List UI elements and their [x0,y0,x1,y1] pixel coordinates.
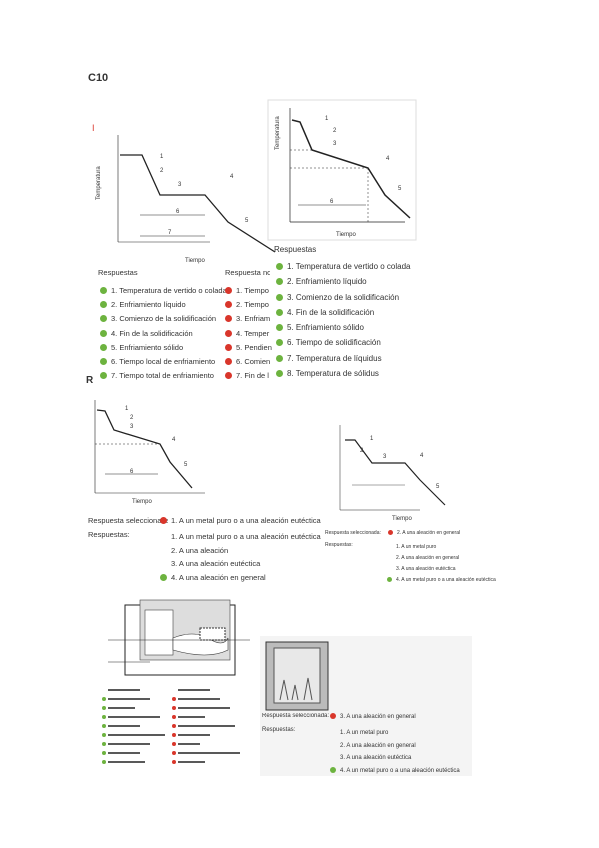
figure-4: Tiempo 1 2 3 4 5 [339,425,446,522]
label: 5 [184,462,188,468]
x-label: Tiempo [392,516,412,522]
answer: 5. Enfriamiento sólido [287,323,364,333]
answer: 3. A una aleación eutéctica [396,566,456,572]
answer: 3. A una aleación eutéctica [340,755,412,761]
label: 4 [230,174,234,180]
label: 2 [360,448,364,454]
answer: 3. A una aleación eutéctica [171,559,261,568]
figure-2: Temperatura Tiempo 1 2 3 4 5 6 [267,99,417,241]
label: 2 [130,415,134,421]
label: 4 [172,437,176,443]
label: 4 [420,453,424,459]
answers-title: Respuestas [98,268,138,277]
answer: 4. A una aleación en general [171,572,266,582]
answer: 2. Tiempo [236,300,269,310]
label: 3 [383,454,387,460]
answers-title: Respuesta no [225,268,270,277]
answers-title: Respuestas [274,245,317,254]
answer: 1. A un metal puro o a una aleación euté… [171,516,321,525]
label: 6 [176,209,180,215]
x-label: Tiempo [132,499,152,505]
selected: 1. A un metal puro o a una aleación euté… [160,516,321,525]
label: 2 [333,128,337,134]
answer: 7. Tiempo total de enfriamiento [111,371,214,381]
selected: 2. A una aleación en general [388,530,460,536]
selected-title: Respuesta seleccionada: [325,530,381,536]
answer: 1. A un metal puro [396,544,437,550]
answer: 7. Fin de l [236,371,269,381]
wrong-list: 1. Tiempo 2. Tiempo 3. Enfriam 4. Temper… [225,284,272,383]
x-label: Tiempo [336,232,356,238]
label: 2 [160,168,164,174]
answer: 1. Tiempo [236,286,269,295]
answer: 5. Enfriamiento sólido [111,342,184,352]
answer: 2. Enfriamiento líquido [287,277,367,287]
answer: 3. Comienzo de la solidificación [287,292,400,302]
answer: 1. A un metal puro o a una aleación euté… [171,532,321,541]
answer: 2. A una aleación en general [397,530,461,536]
label: 6 [330,199,334,205]
answer-list: 1. A un metal puro 2. A una aleación en … [387,542,496,586]
marker: R [86,375,94,386]
label: 4 [386,156,390,162]
answers-title: Respuestas: [88,530,130,539]
figure-6 [260,636,472,776]
answer: 7. Temperatura de líquidus [287,353,382,363]
answer: 4. Temper [236,328,270,338]
label: 1 [160,154,164,160]
selected-title: Respuesta seleccionada: [88,516,168,525]
answer: 3. Enfriam [236,314,271,324]
answer: 2. A una aleación en general [340,742,416,749]
answer-list: 1. A un metal puro 2. A una aleación en … [330,727,460,777]
label: 5 [436,484,440,490]
answer-list: 1. Temperatura de vertido o colada 2. En… [100,284,227,383]
label: 3 [333,141,337,147]
answer: 2. A una aleación [171,545,229,555]
label: 7 [168,230,172,236]
label: 3 [178,182,182,188]
answer-list: 1. A un metal puro o a una aleación euté… [160,530,321,584]
answer: 4. A un metal puro o a una aleación euté… [396,577,496,583]
figure-1: Temperatura Tiempo 1 2 3 4 5 6 7 [96,135,276,264]
answer: 4. Fin de la solidificación [287,307,375,317]
marker: I [92,123,95,133]
answer: 6. Tiempo de solidificación [287,338,381,348]
x-label: Tiempo [185,258,205,264]
label: 5 [398,186,402,192]
selected: 3. A una aleación en general [330,713,416,720]
answer: 4. Fin de la solidificación [111,328,193,338]
y-label: Temperatura [275,116,281,150]
answer: 6. Comien [236,357,271,367]
answer: 1. Temperatura de vertido o colada [111,286,227,295]
answer: 2. A una aleación en general [396,555,460,561]
answer: 5. Pendien [236,342,272,352]
answer-list: 1. Temperatura de vertido o colada 2. En… [276,259,410,381]
answer: 1. A un metal puro [340,730,389,736]
answer: 6. Tiempo local de enfriamiento [111,357,216,367]
answer: 3. A una aleación en general [340,714,416,720]
answers-title: Respuestas: [325,542,353,548]
label: 1 [125,406,129,412]
answer: 8. Temperatura de sólidus [287,369,379,379]
answers-title: Respuestas: [262,727,296,733]
figure-3: Tiempo 1 2 3 4 5 6 [94,400,205,505]
answer: 3. Comienzo de la solidificación [111,314,217,324]
figure-5 [102,599,250,764]
answer: 1. Temperatura de vertido o colada [287,262,411,271]
heading: C10 [88,72,109,84]
label: 6 [130,469,134,475]
answer: 2. Enfriamiento líquido [111,300,186,310]
label: 3 [130,424,134,430]
answer: 4. A un metal puro o a una aleación euté… [340,767,460,774]
selected-title: Respuesta seleccionada: [262,713,330,719]
label: 1 [325,116,329,122]
label: 5 [245,218,249,224]
label: 1 [370,436,374,442]
y-label: Temperatura [96,166,102,200]
